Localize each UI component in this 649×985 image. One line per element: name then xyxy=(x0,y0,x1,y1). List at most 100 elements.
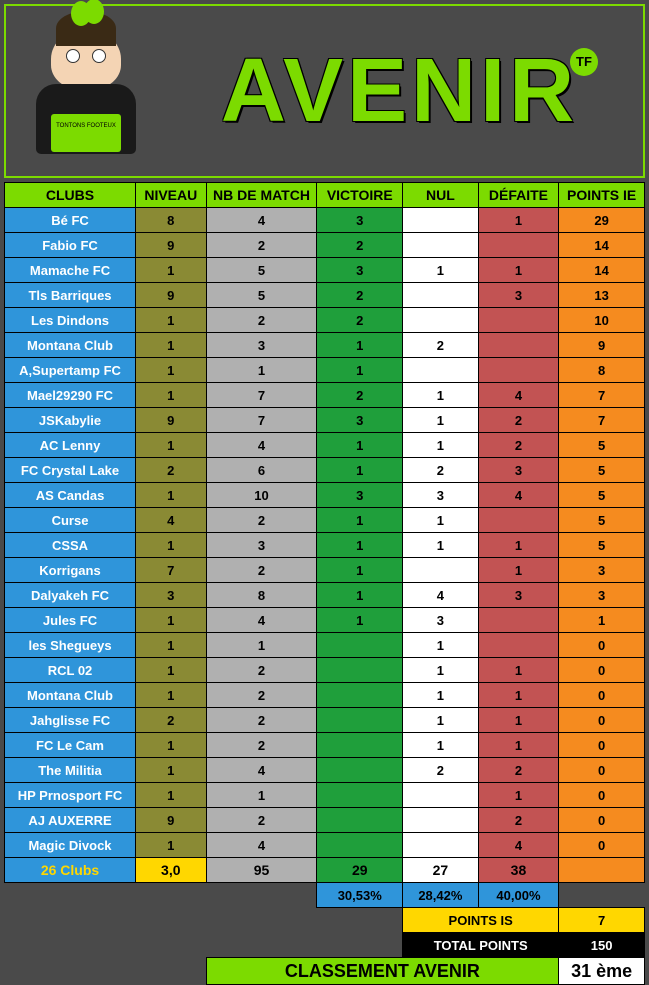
table-cell: 4 xyxy=(206,758,317,783)
table-row: JSKabylie973127 xyxy=(5,408,645,433)
table-cell xyxy=(403,783,479,808)
table-cell: 1 xyxy=(136,258,207,283)
table-cell: 1 xyxy=(136,783,207,808)
table-cell: les Shegueys xyxy=(5,633,136,658)
table-cell: 1 xyxy=(136,683,207,708)
table-cell: 1 xyxy=(136,308,207,333)
table-row: RCL 0212110 xyxy=(5,658,645,683)
page-title: AVENIR xyxy=(156,40,643,143)
table-row: AJ AUXERRE9220 xyxy=(5,808,645,833)
table-cell: 0 xyxy=(559,783,645,808)
points-is-label: POINTS IS xyxy=(403,908,559,933)
table-cell: 3 xyxy=(206,333,317,358)
totals-cell: 95 xyxy=(206,858,317,883)
table-row: Magic Divock1440 xyxy=(5,833,645,858)
table-cell: 0 xyxy=(559,808,645,833)
table-cell: 1 xyxy=(478,533,559,558)
table-cell xyxy=(317,683,403,708)
table-header-cell: POINTS IE xyxy=(559,183,645,208)
table-cell: 2 xyxy=(206,733,317,758)
table-cell: 7 xyxy=(559,408,645,433)
table-cell: 5 xyxy=(559,483,645,508)
table-header-cell: NB DE MATCH xyxy=(206,183,317,208)
table-cell: 2 xyxy=(317,383,403,408)
table-cell: 2 xyxy=(478,433,559,458)
table-cell: 1 xyxy=(403,258,479,283)
table-cell: 5 xyxy=(559,433,645,458)
table-cell: 3 xyxy=(403,483,479,508)
table-cell xyxy=(478,233,559,258)
table-cell: CSSA xyxy=(5,533,136,558)
standings-table: CLUBSNIVEAUNB DE MATCHVICTOIRENULDÉFAITE… xyxy=(4,182,645,985)
table-header-cell: NUL xyxy=(403,183,479,208)
table-cell: 10 xyxy=(206,483,317,508)
table-cell: 1 xyxy=(317,558,403,583)
classement-row: CLASSEMENT AVENIR 31 ème xyxy=(5,958,645,985)
table-cell: 8 xyxy=(206,583,317,608)
table-cell: 1 xyxy=(478,683,559,708)
table-header-cell: NIVEAU xyxy=(136,183,207,208)
table-cell: 1 xyxy=(478,733,559,758)
table-row: AC Lenny141125 xyxy=(5,433,645,458)
table-header-cell: DÉFAITE xyxy=(478,183,559,208)
table-cell: 3 xyxy=(317,408,403,433)
table-cell: 1 xyxy=(317,458,403,483)
table-cell: 4 xyxy=(206,608,317,633)
table-cell: 2 xyxy=(206,558,317,583)
table-cell: 0 xyxy=(559,633,645,658)
table-cell: 1 xyxy=(478,783,559,808)
table-cell: 1 xyxy=(206,358,317,383)
table-cell: 10 xyxy=(559,308,645,333)
table-cell: RCL 02 xyxy=(5,658,136,683)
table-cell: 14 xyxy=(559,233,645,258)
table-cell: 7 xyxy=(136,558,207,583)
table-row: Les Dindons12210 xyxy=(5,308,645,333)
table-row: Montana Club13129 xyxy=(5,333,645,358)
table-cell: 2 xyxy=(403,758,479,783)
table-cell: AJ AUXERRE xyxy=(5,808,136,833)
table-cell: 5 xyxy=(559,533,645,558)
table-cell: A,Supertamp FC xyxy=(5,358,136,383)
table-cell: 1 xyxy=(559,608,645,633)
table-cell: 1 xyxy=(136,633,207,658)
table-cell: Jahglisse FC xyxy=(5,708,136,733)
table-cell: 1 xyxy=(478,258,559,283)
table-header-cell: VICTOIRE xyxy=(317,183,403,208)
table-cell: Tls Barriques xyxy=(5,283,136,308)
table-cell: 4 xyxy=(206,208,317,233)
table-cell xyxy=(317,758,403,783)
table-cell: 1 xyxy=(403,683,479,708)
table-cell: Bé FC xyxy=(5,208,136,233)
totals-cell: 29 xyxy=(317,858,403,883)
table-cell xyxy=(317,808,403,833)
table-cell: 7 xyxy=(206,383,317,408)
table-cell: 3 xyxy=(559,558,645,583)
table-cell xyxy=(478,633,559,658)
table-cell: 3 xyxy=(478,283,559,308)
totals-cell: 3,0 xyxy=(136,858,207,883)
table-cell: 1 xyxy=(403,533,479,558)
table-cell: Montana Club xyxy=(5,333,136,358)
table-row: Mamache FC1531114 xyxy=(5,258,645,283)
totals-cell: 27 xyxy=(403,858,479,883)
table-cell: 2 xyxy=(478,758,559,783)
table-cell: 1 xyxy=(206,783,317,808)
classement-value: 31 ème xyxy=(559,958,645,985)
percent-row: 30,53%28,42%40,00% xyxy=(5,883,645,908)
table-cell: Montana Club xyxy=(5,683,136,708)
table-row: FC Le Cam12110 xyxy=(5,733,645,758)
table-cell: Korrigans xyxy=(5,558,136,583)
table-cell: 1 xyxy=(317,433,403,458)
table-cell: 14 xyxy=(559,258,645,283)
table-cell: 9 xyxy=(136,233,207,258)
table-cell: 13 xyxy=(559,283,645,308)
table-row: HP Prnosport FC1110 xyxy=(5,783,645,808)
table-cell: 2 xyxy=(206,658,317,683)
table-cell: 2 xyxy=(317,233,403,258)
table-cell: 5 xyxy=(206,283,317,308)
table-cell: 2 xyxy=(317,308,403,333)
table-row: AS Candas1103345 xyxy=(5,483,645,508)
percent-cell: 30,53% xyxy=(317,883,403,908)
table-cell: 3 xyxy=(317,483,403,508)
table-cell: Les Dindons xyxy=(5,308,136,333)
